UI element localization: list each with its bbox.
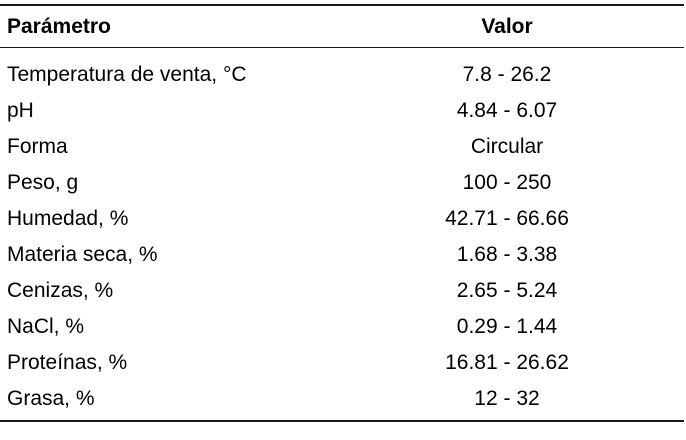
table-row: pH 4.84 - 6.07 [0, 92, 684, 128]
value-cell: 1.68 - 3.38 [456, 242, 558, 266]
param-cell: Materia seca, % [7, 242, 158, 266]
table-row: Materia seca, % 1.68 - 3.38 [0, 236, 684, 272]
value-cell: 100 - 250 [462, 170, 552, 194]
table-row: Cenizas, % 2.65 - 5.24 [0, 272, 684, 308]
value-cell: 42.71 - 66.66 [445, 206, 569, 230]
value-cell: 7.8 - 26.2 [462, 62, 552, 86]
param-cell: Proteínas, % [7, 350, 128, 374]
table-header: Parámetro Valor [0, 5, 684, 48]
parameters-table: Parámetro Valor Temperatura de venta, °C… [0, 4, 684, 422]
table-row: NaCl, % 0.29 - 1.44 [0, 308, 684, 344]
param-cell: Temperatura de venta, °C [7, 62, 247, 86]
param-cell: pH [7, 98, 34, 122]
param-cell: Peso, g [7, 170, 79, 194]
param-cell: Cenizas, % [7, 278, 114, 302]
table-row: Grasa, % 12 - 32 [0, 380, 684, 421]
table-body: Temperatura de venta, °C 7.8 - 26.2 pH 4… [0, 48, 684, 422]
param-cell: NaCl, % [7, 314, 85, 338]
value-cell: 4.84 - 6.07 [456, 98, 558, 122]
value-cell: Circular [470, 134, 544, 158]
table-row: Forma Circular [0, 128, 684, 164]
table-row: Proteínas, % 16.81 - 26.62 [0, 344, 684, 380]
value-cell: 0.29 - 1.44 [456, 314, 558, 338]
value-cell: 12 - 32 [474, 386, 540, 410]
table-row: Peso, g 100 - 250 [0, 164, 684, 200]
param-cell: Humedad, % [7, 206, 129, 230]
header-row: Parámetro Valor [0, 5, 684, 48]
value-cell: 16.81 - 26.62 [445, 350, 569, 374]
header-parametro: Parámetro [0, 5, 330, 48]
param-cell: Forma [7, 134, 68, 158]
table-row: Temperatura de venta, °C 7.8 - 26.2 [0, 48, 684, 93]
value-cell: 2.65 - 5.24 [456, 278, 558, 302]
table-row: Humedad, % 42.71 - 66.66 [0, 200, 684, 236]
param-cell: Grasa, % [7, 386, 95, 410]
header-valor: Valor [330, 5, 684, 48]
